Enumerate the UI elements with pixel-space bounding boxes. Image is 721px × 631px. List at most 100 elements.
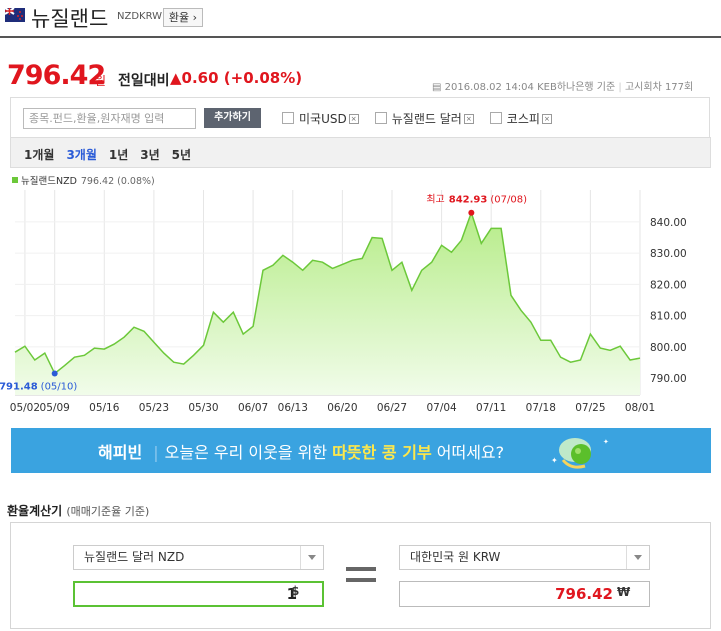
- price: 796.42: [7, 60, 106, 91]
- rate-button[interactable]: 환율 ›: [163, 8, 203, 27]
- extreme-name: 최고: [426, 194, 444, 206]
- svg-text:✦: ✦: [603, 438, 609, 446]
- area-fill: [15, 212, 640, 395]
- calc-box: [10, 522, 711, 629]
- change-value: 0.60: [181, 69, 219, 87]
- rate-button-label: 환율: [168, 11, 190, 24]
- extreme-label: 최저791.48(05/10): [0, 381, 77, 393]
- x-tick-label: 07/25: [575, 402, 605, 414]
- calc-title: 환율계산기 (매매기준율 기준): [7, 502, 149, 519]
- period-tab[interactable]: 3년: [140, 148, 160, 162]
- remove-button[interactable]: ×: [348, 114, 359, 124]
- header-rule: [0, 36, 721, 38]
- search-placeholder: 종목.펀드,환율,원자재명 입력: [29, 112, 165, 125]
- separator: |: [618, 82, 622, 93]
- compare-options: 미국USD × 뉴질랜드 달러 × 코스피 ×: [282, 110, 568, 127]
- extreme-value: 842.93: [449, 195, 488, 206]
- compare-option[interactable]: 코스피 ×: [489, 112, 552, 126]
- equals-top: [346, 567, 376, 571]
- x-tick-label: 05/02: [10, 402, 40, 414]
- checkbox: [374, 112, 387, 124]
- extreme-date: (05/10): [41, 382, 78, 393]
- from-currency-select[interactable]: 뉴질랜드 달러 NZD: [73, 545, 324, 570]
- amount: 1: [286, 585, 297, 603]
- line: [14, 210, 641, 375]
- add-button-label: 추가하기: [214, 112, 251, 123]
- quote-source: KEB하나은행 기준: [537, 82, 616, 93]
- svg-text:✦: ✦: [551, 456, 558, 465]
- amount-input[interactable]: 1: [73, 581, 324, 607]
- remove-button[interactable]: ×: [463, 114, 474, 124]
- extreme-value: 791.48: [0, 382, 38, 393]
- quote-info: ▤ 2016.08.02 14:04 KEB하나은행 기준 | 고시회차 177…: [432, 78, 693, 93]
- compare-option[interactable]: 뉴질랜드 달러 ×: [374, 112, 474, 126]
- period-tabs: 1개월 3개월 1년 3년 5년: [24, 146, 203, 163]
- banner-text-before: 오늘은 우리 이웃을 위한: [164, 443, 333, 462]
- compare-box: [10, 97, 710, 137]
- x-tick-label: 06/20: [327, 402, 357, 414]
- extreme-label: 최고 842.93 (07/08): [426, 194, 527, 206]
- change-percent: (+0.08%): [223, 69, 303, 87]
- x-tick-label: 08/01: [625, 402, 655, 414]
- x-tick-label: 07/11: [476, 402, 506, 414]
- y-tick-label: 800.00: [650, 342, 687, 354]
- x-tick-label: 05/09: [40, 402, 70, 414]
- calc-title-text: 환율계산기: [7, 504, 63, 518]
- period-tab[interactable]: 3개월: [66, 148, 97, 162]
- period-bar: [10, 137, 711, 168]
- chart: 뉴질랜드NZD 796.42 (0.08%) 05/02 05/09 05/16 05/2…: [0, 175, 687, 414]
- quote-datetime: 2016.08.02 14:04: [444, 82, 534, 93]
- from-currency: 뉴질랜드 달러 NZD: [84, 550, 185, 564]
- banner-brand: 해피빈: [98, 443, 143, 462]
- currency-code: NZDKRW: [117, 11, 163, 22]
- change: ▲0.60 (+0.08%): [170, 69, 302, 87]
- y-tick-label: 830.00: [650, 248, 687, 260]
- banner[interactable]: [11, 428, 711, 473]
- option-label: 뉴질랜드 달러: [391, 112, 462, 126]
- x-tick-label: 06/13: [278, 402, 308, 414]
- quote-round: 고시회차 177회: [624, 82, 694, 93]
- result: 796.42: [555, 585, 613, 603]
- x-tick-label: 05/23: [139, 402, 169, 414]
- compare-option[interactable]: 미국USD ×: [282, 112, 359, 126]
- extreme-date: (07/08): [490, 195, 527, 206]
- flag-icon: [5, 8, 25, 22]
- option-label: 코스피: [506, 112, 540, 126]
- calc-subtitle: (매매기준율 기준): [66, 505, 150, 518]
- up-arrow: ▲: [170, 69, 182, 87]
- add-button[interactable]: 추가하기: [204, 108, 261, 128]
- x-tick-label: 06/27: [377, 402, 407, 414]
- period-tab[interactable]: 1개월: [24, 148, 55, 162]
- extreme-point: [51, 370, 58, 377]
- result-output: 796.42: [399, 581, 650, 607]
- to-currency: 대한민국 원 KRW: [410, 550, 501, 564]
- clock-icon: ▤: [432, 82, 442, 93]
- x-tick-label: 07/04: [426, 402, 457, 414]
- dropdown-arrow: [300, 546, 323, 569]
- x-tick-label: 05/30: [188, 402, 218, 414]
- dropdown-arrow: [626, 546, 649, 569]
- legend-name: 뉴질랜드NZD: [21, 175, 77, 187]
- legend-value: 796.42 (0.08%): [81, 176, 155, 187]
- to-currency-select[interactable]: 대한민국 원 KRW: [399, 545, 650, 570]
- x-tick-label: 05/16: [89, 402, 120, 414]
- extreme-point: [468, 209, 475, 216]
- to-symbol: ₩: [617, 585, 631, 599]
- equals-bottom: [346, 578, 376, 582]
- y-tick-label: 820.00: [650, 279, 687, 291]
- checkbox: [489, 112, 502, 124]
- x-tick-label: 07/18: [526, 402, 556, 414]
- banner-text-after: 어떠세요?: [431, 443, 505, 462]
- y-tick-label: 790.00: [650, 373, 687, 385]
- checkbox: [282, 112, 294, 124]
- banner-highlight: 따뜻한 콩 기부: [332, 443, 432, 462]
- remove-button[interactable]: ×: [541, 114, 552, 124]
- period-tab[interactable]: 5년: [171, 148, 192, 162]
- search-input[interactable]: 종목.펀드,환율,원자재명 입력: [23, 108, 196, 129]
- period-tab[interactable]: 1년: [108, 148, 129, 162]
- y-tick-label: 810.00: [650, 311, 687, 323]
- separator: |: [153, 443, 159, 462]
- legend-label: 뉴질랜드NZD 796.42 (0.08%): [21, 175, 155, 187]
